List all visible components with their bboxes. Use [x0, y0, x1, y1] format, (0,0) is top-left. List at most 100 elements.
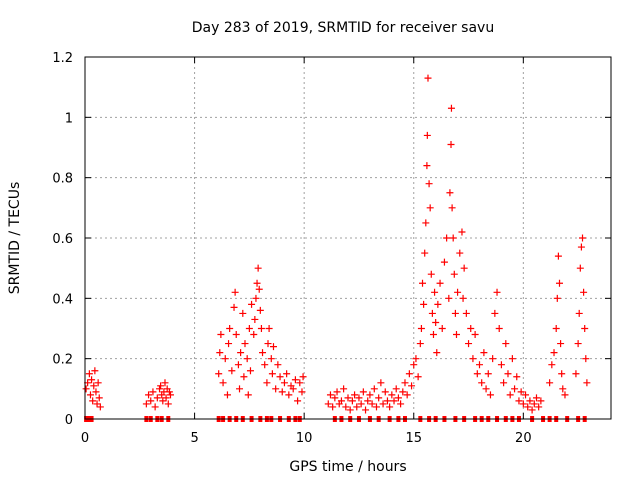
- data-point: [237, 349, 245, 357]
- data-point: [366, 391, 374, 399]
- data-point: [456, 249, 464, 257]
- data-point: [465, 340, 473, 348]
- data-point: [537, 397, 545, 405]
- data-point: [92, 388, 100, 396]
- data-point: [359, 388, 367, 396]
- data-point: [452, 331, 460, 339]
- data-point: [429, 331, 437, 339]
- data-point: [399, 388, 407, 396]
- data-point: [217, 331, 225, 339]
- data-point: [90, 382, 98, 390]
- data-point: [421, 249, 429, 257]
- data-point: [480, 349, 488, 357]
- data-point: [572, 370, 580, 378]
- data-point: [245, 325, 253, 332]
- data-point: [449, 234, 457, 242]
- data-point: [548, 361, 556, 369]
- data-point: [519, 400, 527, 408]
- data-point: [274, 361, 282, 369]
- data-point: [91, 367, 99, 375]
- axis-ticks: 0 0.2 0.4 0.6 0.8 1 1.2 0 5 10 15 20: [52, 51, 611, 446]
- data-point: [467, 325, 475, 332]
- data-point: [251, 315, 259, 323]
- data-point: [239, 309, 247, 317]
- data-point: [82, 385, 90, 393]
- y-tick-label: 0: [65, 413, 73, 428]
- data-point: [241, 340, 249, 348]
- data-point: [226, 325, 234, 332]
- data-point: [454, 288, 462, 296]
- data-point: [401, 379, 409, 387]
- data-point: [357, 400, 365, 408]
- data-point: [582, 355, 590, 363]
- data-point: [423, 131, 431, 139]
- y-tick-label: 0.4: [52, 292, 73, 307]
- data-point: [157, 382, 165, 390]
- data-point: [221, 355, 229, 363]
- data-point: [554, 252, 562, 260]
- data-point: [236, 385, 244, 393]
- data-point: [377, 379, 385, 387]
- data-point: [420, 300, 428, 308]
- data-point: [259, 349, 267, 357]
- data-point: [388, 391, 396, 399]
- data-point: [225, 340, 233, 348]
- data-point: [164, 400, 172, 408]
- data-point: [432, 318, 440, 326]
- data-point: [459, 294, 467, 302]
- data-point: [422, 219, 430, 227]
- data-point: [232, 331, 240, 339]
- data-point: [524, 403, 532, 411]
- data-point: [390, 397, 398, 405]
- data-point: [145, 391, 153, 399]
- y-tick-label: 0.2: [52, 353, 73, 368]
- data-point: [257, 325, 265, 332]
- data-point: [162, 394, 170, 402]
- data-point: [326, 391, 334, 399]
- data-point: [581, 325, 589, 332]
- data-point: [515, 397, 523, 405]
- data-point: [223, 391, 231, 399]
- data-point: [504, 370, 512, 378]
- data-point: [88, 376, 96, 384]
- x-axis-label: GPS time / hours: [289, 459, 406, 475]
- data-point: [333, 388, 341, 396]
- data-point: [451, 309, 459, 317]
- data-point: [253, 279, 261, 287]
- data-point: [394, 394, 402, 402]
- data-point: [535, 403, 543, 411]
- data-point: [513, 373, 521, 381]
- data-point: [575, 309, 583, 317]
- data-point: [156, 385, 164, 393]
- plot-frame: [84, 56, 612, 420]
- data-point: [383, 397, 391, 405]
- data-point: [386, 403, 394, 411]
- data-point: [151, 403, 159, 411]
- data-point: [557, 340, 565, 348]
- grid-lines: [85, 57, 611, 419]
- data-point: [419, 279, 427, 287]
- x-tick-label: 10: [296, 431, 313, 446]
- data-point: [478, 379, 486, 387]
- data-point: [296, 379, 304, 387]
- data-point: [255, 285, 263, 293]
- data-point: [558, 370, 566, 378]
- data-point: [447, 104, 455, 112]
- data-point: [493, 288, 501, 296]
- data-point: [426, 204, 434, 212]
- data-point: [159, 397, 167, 405]
- data-point: [265, 325, 273, 332]
- data-point: [497, 361, 505, 369]
- data-point: [508, 355, 516, 363]
- data-point: [458, 228, 466, 236]
- x-tick-label: 15: [405, 431, 422, 446]
- data-point: [462, 309, 470, 317]
- data-point: [278, 388, 286, 396]
- data-point: [425, 180, 433, 188]
- data-point: [440, 258, 448, 266]
- data-point: [489, 355, 497, 363]
- data-point: [427, 270, 435, 278]
- data-point: [250, 331, 258, 339]
- data-point: [261, 361, 269, 369]
- data-point: [423, 162, 431, 170]
